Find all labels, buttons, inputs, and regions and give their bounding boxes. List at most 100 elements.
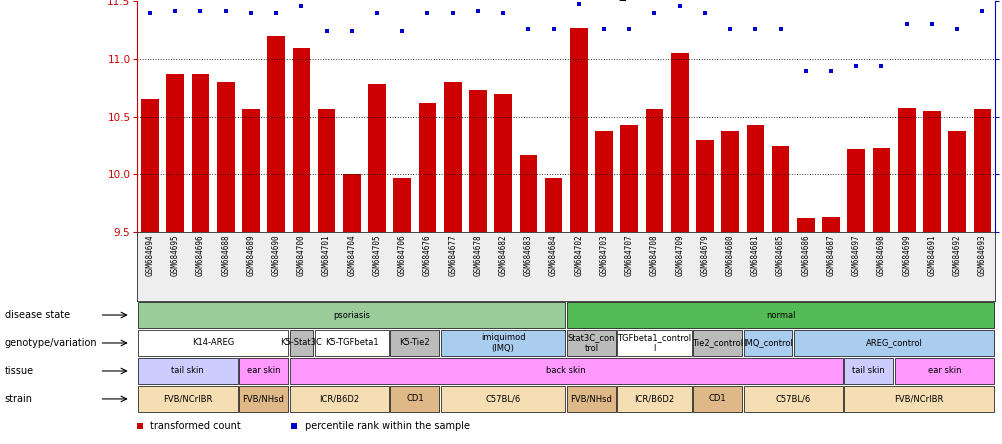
Text: GSM684688: GSM684688 — [221, 234, 230, 276]
Bar — [742, 386, 842, 412]
Bar — [872, 148, 890, 232]
Text: GSM684697: GSM684697 — [851, 234, 860, 276]
Bar — [216, 82, 234, 232]
Bar — [494, 94, 511, 232]
Text: GSM684680: GSM684680 — [724, 234, 733, 276]
Bar — [390, 330, 439, 356]
Bar — [290, 330, 313, 356]
Text: IMQ_control: IMQ_control — [742, 338, 793, 348]
Text: GSM684702: GSM684702 — [574, 234, 583, 276]
Bar — [268, 36, 285, 232]
Text: GSM684687: GSM684687 — [826, 234, 835, 276]
Bar — [745, 125, 764, 232]
Bar — [922, 111, 940, 232]
Bar — [138, 302, 565, 328]
Text: GSM684701: GSM684701 — [322, 234, 331, 276]
Bar — [469, 90, 486, 232]
Text: GSM684685: GSM684685 — [776, 234, 785, 276]
Text: FVB/NHsd: FVB/NHsd — [242, 394, 285, 404]
Bar — [617, 386, 690, 412]
Text: GSM684692: GSM684692 — [952, 234, 961, 276]
Bar — [141, 99, 158, 232]
Text: GSM684705: GSM684705 — [372, 234, 381, 276]
Text: GSM684706: GSM684706 — [398, 234, 407, 276]
Text: GSM684694: GSM684694 — [145, 234, 154, 276]
Text: K5-Tie2: K5-Tie2 — [399, 338, 430, 348]
Text: CD1: CD1 — [708, 394, 725, 404]
Text: GSM684708: GSM684708 — [649, 234, 658, 276]
Text: C57BL/6: C57BL/6 — [775, 394, 810, 404]
Bar — [343, 174, 361, 232]
Text: tissue: tissue — [5, 366, 34, 376]
Bar — [290, 358, 842, 384]
Bar — [645, 109, 662, 232]
Text: disease state: disease state — [5, 310, 70, 320]
Text: GSM684677: GSM684677 — [448, 234, 457, 276]
Text: CD1: CD1 — [406, 394, 423, 404]
Bar — [566, 302, 993, 328]
Text: ICR/B6D2: ICR/B6D2 — [319, 394, 359, 404]
Bar — [947, 131, 965, 232]
Bar — [441, 330, 565, 356]
Bar — [720, 131, 738, 232]
Text: Tie2_control: Tie2_control — [691, 338, 742, 348]
Text: GSM684681: GSM684681 — [750, 234, 760, 276]
Text: GSM684695: GSM684695 — [170, 234, 179, 276]
Text: GSM684707: GSM684707 — [624, 234, 633, 276]
Bar — [138, 358, 237, 384]
Bar — [742, 330, 792, 356]
Text: GSM684698: GSM684698 — [876, 234, 885, 276]
Text: K5-Stat3C: K5-Stat3C — [281, 338, 322, 348]
Bar — [566, 386, 615, 412]
Text: GSM684703: GSM684703 — [599, 234, 608, 276]
Text: ear skin: ear skin — [246, 366, 280, 376]
Bar — [444, 82, 461, 232]
Text: strain: strain — [5, 394, 33, 404]
Text: transformed count: transformed count — [150, 421, 240, 431]
Bar — [771, 146, 789, 232]
Text: GSM684683: GSM684683 — [523, 234, 532, 276]
Text: GSM684678: GSM684678 — [473, 234, 482, 276]
Bar — [620, 125, 637, 232]
Bar — [897, 107, 915, 232]
Text: GSM684686: GSM684686 — [801, 234, 810, 276]
Text: TGFbeta1_control
l: TGFbeta1_control l — [617, 333, 690, 353]
Text: FVB/NHsd: FVB/NHsd — [570, 394, 612, 404]
Text: GSM684684: GSM684684 — [548, 234, 557, 276]
Text: C57BL/6: C57BL/6 — [485, 394, 520, 404]
Bar — [238, 386, 288, 412]
Bar — [894, 358, 993, 384]
Text: percentile rank within the sample: percentile rank within the sample — [305, 421, 469, 431]
Text: GSM684696: GSM684696 — [195, 234, 204, 276]
Bar — [290, 386, 389, 412]
Text: GSM684689: GSM684689 — [246, 234, 256, 276]
Bar — [191, 74, 209, 232]
Bar — [241, 109, 260, 232]
Text: GSM684693: GSM684693 — [977, 234, 986, 276]
Bar — [318, 109, 335, 232]
Bar — [519, 155, 537, 232]
Bar — [566, 330, 615, 356]
Bar — [166, 74, 184, 232]
Bar — [238, 358, 288, 384]
Text: GSM684700: GSM684700 — [297, 234, 306, 276]
Bar — [844, 358, 893, 384]
Bar — [844, 386, 993, 412]
Bar — [293, 48, 310, 232]
Text: genotype/variation: genotype/variation — [5, 338, 97, 348]
Bar — [692, 386, 741, 412]
Text: Stat3C_con
trol: Stat3C_con trol — [567, 333, 614, 353]
Text: GSM684699: GSM684699 — [901, 234, 910, 276]
Text: K5-TGFbeta1: K5-TGFbeta1 — [325, 338, 378, 348]
Text: ICR/B6D2: ICR/B6D2 — [634, 394, 674, 404]
Bar — [617, 330, 690, 356]
Text: FVB/NCrIBR: FVB/NCrIBR — [894, 394, 943, 404]
Bar — [315, 330, 389, 356]
Text: GSM684682: GSM684682 — [498, 234, 507, 276]
Bar — [695, 140, 713, 232]
Bar — [418, 103, 436, 232]
Text: GSM684676: GSM684676 — [423, 234, 432, 276]
Bar — [138, 330, 288, 356]
Text: FVB/NCrIBR: FVB/NCrIBR — [163, 394, 212, 404]
Bar — [368, 84, 386, 232]
